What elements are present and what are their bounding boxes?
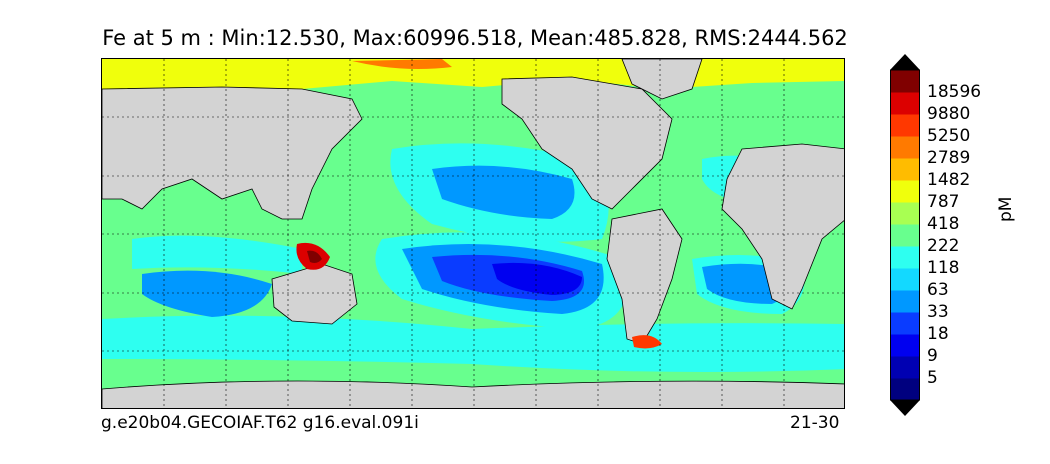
run-name-caption: g.e20b04.GECOIAF.T62 g16.eval.091i	[101, 413, 419, 433]
colorbar-tick-label: 18	[927, 324, 949, 344]
greenland-land	[621, 59, 703, 100]
map-title: Fe at 5 m : Min:12.530, Max:60996.518, M…	[102, 26, 848, 50]
colorbar-segment	[890, 180, 920, 203]
colorbar-tick-label: 63	[927, 280, 949, 300]
colorbar-tick-label: 222	[927, 236, 960, 256]
colorbar-unit-label: pM	[996, 196, 1016, 222]
colorbar-tick-label: 5	[927, 368, 938, 388]
colorbar	[890, 54, 920, 416]
colorbar-tick-label: 1482	[927, 170, 971, 190]
arctic-orange-patch	[352, 59, 452, 69]
colorbar-tick-label: 118	[927, 258, 960, 278]
north-pacific-blue	[432, 165, 575, 219]
colorbar-segment	[890, 290, 920, 313]
indian-ocean-blue	[142, 270, 272, 317]
colorbar-max-extend	[890, 54, 920, 70]
eurasia-land	[102, 86, 363, 220]
colorbar-segment	[890, 334, 920, 357]
graticule	[102, 59, 844, 408]
year-range-caption: 21-30	[790, 413, 840, 433]
hotspot-patagonia	[632, 335, 662, 349]
colorbar-tick-label: 33	[927, 302, 949, 322]
southern-ocean-band	[102, 315, 844, 373]
colorbar-segment	[890, 356, 920, 379]
global-iron-map	[101, 58, 845, 409]
south-america-land	[606, 208, 683, 345]
colorbar-min-extend	[890, 400, 920, 416]
colorbar-tick-label: 418	[927, 214, 960, 234]
colorbar-segment	[890, 114, 920, 137]
colorbar-segment	[890, 312, 920, 335]
colorbar-tick-label: 18596	[927, 82, 982, 102]
colorbar-tick-label: 787	[927, 192, 960, 212]
continents	[102, 59, 844, 408]
antarctica-land	[102, 380, 844, 408]
indian-ocean-cyan	[132, 235, 302, 274]
colorbar-segment	[890, 92, 920, 115]
colorbar-segment	[890, 158, 920, 181]
hotspot-indonesia-core	[307, 250, 322, 263]
map-canvas	[102, 59, 844, 408]
colorbar-tick-label: 9	[927, 346, 938, 366]
colorbar-segment	[890, 378, 920, 401]
colorbar-tick-label: 9880	[927, 104, 971, 124]
colorbar-tick-label: 5250	[927, 126, 971, 146]
south-pacific-core	[492, 262, 582, 295]
australia-land	[271, 263, 358, 325]
colorbar-segment	[890, 70, 920, 93]
colorbar-segment	[890, 136, 920, 159]
colorbar-outline	[890, 69, 920, 401]
colorbar-segment	[890, 224, 920, 247]
colorbar-segment	[890, 246, 920, 269]
colorbar-segment	[890, 202, 920, 225]
colorbar-segment	[890, 268, 920, 291]
colorbar-tick-label: 2789	[927, 148, 971, 168]
